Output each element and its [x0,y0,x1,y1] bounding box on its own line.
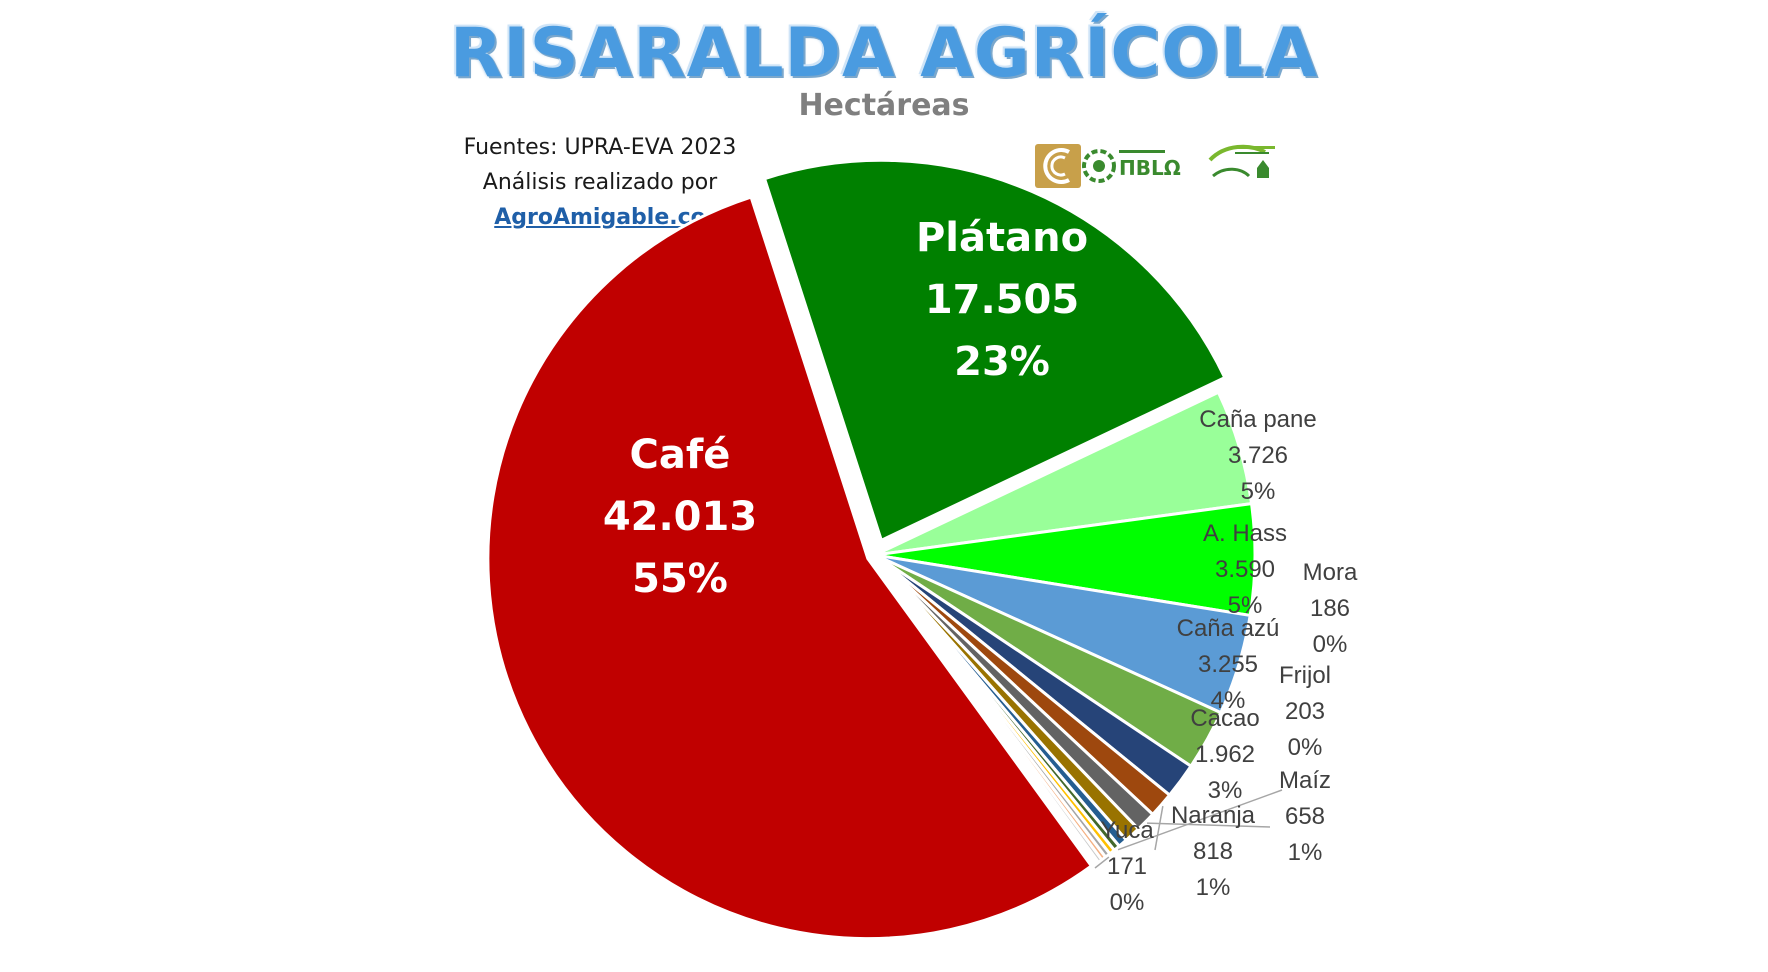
source-line-2: Análisis realizado por [482,170,718,195]
logo-gold-circle-icon [1035,144,1081,188]
data-label-naranja: Naranja 818 1% [1171,802,1256,901]
data-label-café: Café 42.013 55% [603,432,757,602]
pie-slice-other-15 [873,554,1104,865]
leader-line [1117,789,1283,851]
data-label-caña-azú: Caña azú 3.255 4% [1177,615,1280,714]
source-note: Fuentes: UPRA-EVA 2023 Análisis realizad… [430,130,770,235]
svg-text:ΠΒLΩ: ΠΒLΩ [1119,156,1181,180]
source-link[interactable]: AgroAmigable.co [494,205,706,230]
logo-green-leaf-icon [1208,144,1275,178]
leader-line [1094,856,1110,869]
leader-line [1147,822,1271,828]
partner-logos: ΠΒLΩ [1035,144,1275,188]
data-label-plátano: Plátano 17.505 23% [916,215,1088,385]
chart-subtitle: Hectáreas [798,88,970,123]
pie-slice-café [486,195,1094,941]
logo-green-circle-icon: ΠΒLΩ [1082,149,1181,183]
data-label-caña-pane: Caña pane 3.726 5% [1199,406,1316,505]
data-label-a-hass: A. Hass 3.590 5% [1203,520,1287,619]
pie-slice-plátano [762,158,1227,543]
source-line-1: Fuentes: UPRA-EVA 2023 [463,135,737,160]
data-label-cacao: Cacao 1.962 3% [1190,705,1259,804]
data-label-frijol: Frijol 203 0% [1279,662,1331,761]
leader-line [1154,806,1164,851]
chart-title: RISARALDA AGRÍCOLA [449,14,1319,93]
data-label-maíz: Maíz 658 1% [1279,767,1331,866]
data-label-mora: Mora 186 0% [1303,559,1358,658]
data-label-yuca: Yuca 171 0% [1100,817,1154,916]
